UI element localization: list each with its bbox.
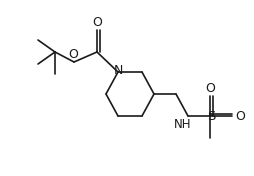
Text: N: N [113, 64, 123, 77]
Text: O: O [235, 109, 245, 122]
Text: S: S [207, 111, 215, 124]
Text: O: O [92, 17, 102, 30]
Text: O: O [205, 81, 215, 95]
Text: O: O [68, 49, 78, 61]
Text: NH: NH [174, 118, 192, 130]
